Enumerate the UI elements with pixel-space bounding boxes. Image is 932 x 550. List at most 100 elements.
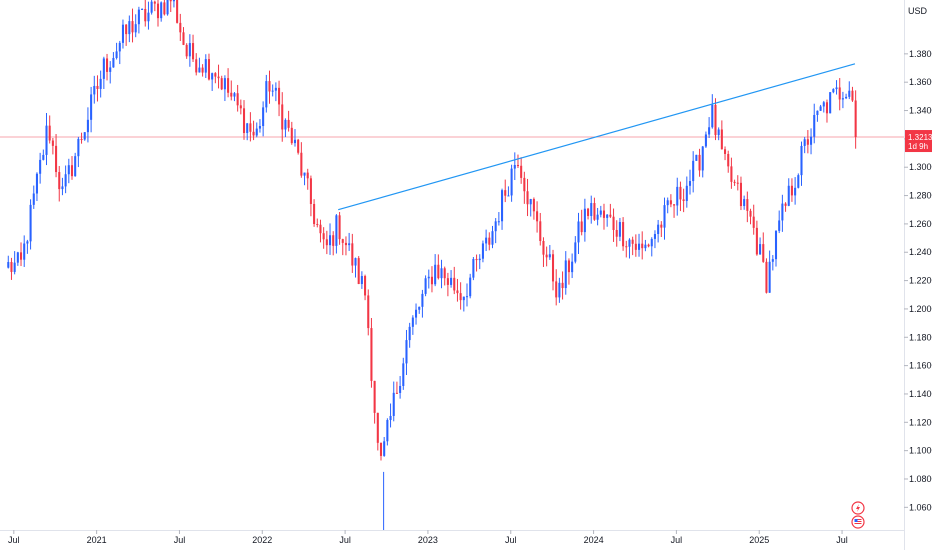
candle	[698, 148, 701, 177]
candle	[692, 151, 695, 193]
candle	[650, 237, 653, 257]
candle	[258, 119, 261, 133]
candle-body	[61, 186, 64, 190]
candle	[35, 172, 38, 201]
candle-body	[395, 392, 398, 394]
candle	[64, 165, 67, 194]
us-flag-icon[interactable]	[851, 515, 865, 529]
candle	[491, 225, 494, 249]
candle-body	[494, 221, 497, 232]
candle	[293, 129, 297, 147]
candle	[351, 233, 354, 273]
candle	[389, 403, 392, 428]
candle-body	[462, 296, 465, 301]
candle-body	[415, 309, 418, 318]
candle	[574, 236, 577, 264]
candle	[516, 154, 520, 168]
candle-body	[504, 190, 507, 196]
candle	[848, 81, 851, 100]
candle-body	[160, 2, 163, 19]
candle-body	[551, 254, 555, 282]
candle	[58, 166, 61, 202]
candle	[80, 132, 83, 144]
candle	[10, 257, 13, 280]
candle-body	[622, 222, 625, 247]
candle	[236, 84, 239, 112]
candle	[794, 177, 797, 205]
candle	[628, 238, 631, 259]
candle-body	[819, 106, 822, 111]
candle	[153, 0, 156, 12]
candle-body	[405, 340, 408, 364]
candle	[233, 92, 236, 102]
lightning-icon[interactable]	[851, 501, 865, 515]
candle	[641, 231, 644, 260]
candle-body	[344, 242, 347, 246]
candle	[450, 270, 453, 288]
candle	[332, 231, 335, 256]
candle	[708, 117, 711, 138]
candle	[555, 269, 558, 306]
candle-body	[239, 105, 242, 109]
candle	[348, 232, 351, 251]
candle	[271, 84, 274, 97]
candle	[399, 376, 402, 399]
candle-body	[516, 164, 520, 166]
candle	[606, 214, 609, 227]
candle-body	[386, 420, 389, 442]
candle	[16, 251, 19, 266]
candle	[529, 198, 532, 217]
candle-body	[268, 81, 271, 92]
candle-body	[214, 73, 217, 77]
candle-body	[615, 229, 618, 237]
candle-body	[341, 239, 344, 243]
candle	[727, 150, 730, 173]
candle	[252, 120, 255, 141]
candle-body	[698, 154, 701, 171]
candle-body	[510, 168, 513, 196]
x-tick-label: Jul	[671, 535, 683, 545]
candle	[195, 53, 198, 76]
candle-body	[16, 252, 19, 263]
candle	[131, 8, 134, 43]
candle	[612, 208, 615, 242]
x-tick-label: 2025	[749, 535, 769, 545]
candle	[325, 230, 328, 255]
candle-body	[121, 24, 124, 43]
last-price-value: 1.3213	[908, 133, 932, 142]
candle	[832, 88, 835, 94]
candle	[357, 256, 360, 285]
candle	[615, 220, 618, 247]
candle	[319, 219, 322, 243]
candle-body	[252, 131, 255, 136]
candle	[424, 275, 427, 297]
candle	[198, 57, 201, 73]
candle-body	[64, 174, 67, 187]
trend-layer	[338, 63, 856, 211]
candle	[634, 234, 637, 257]
candle	[679, 181, 682, 212]
candle	[335, 214, 338, 254]
candle-body	[459, 293, 462, 301]
candle	[778, 210, 781, 234]
candle-body	[752, 216, 755, 228]
candle-body	[453, 277, 456, 291]
candle-body	[469, 277, 472, 297]
candle	[376, 412, 379, 451]
candle-body	[322, 233, 325, 240]
candle	[660, 221, 663, 238]
y-tick-label: 1.1200	[909, 417, 932, 427]
candle-body	[102, 58, 105, 79]
candle	[551, 249, 555, 291]
candle	[609, 203, 612, 219]
candle-body	[172, 0, 175, 2]
candle-body	[825, 102, 829, 114]
candle-body	[803, 139, 806, 146]
candle	[704, 131, 707, 148]
candle	[759, 237, 762, 255]
candle-body	[593, 203, 596, 220]
candle-body	[141, 8, 144, 10]
trendline[interactable]	[338, 63, 856, 211]
candle-body	[851, 90, 854, 101]
candle	[564, 251, 567, 295]
